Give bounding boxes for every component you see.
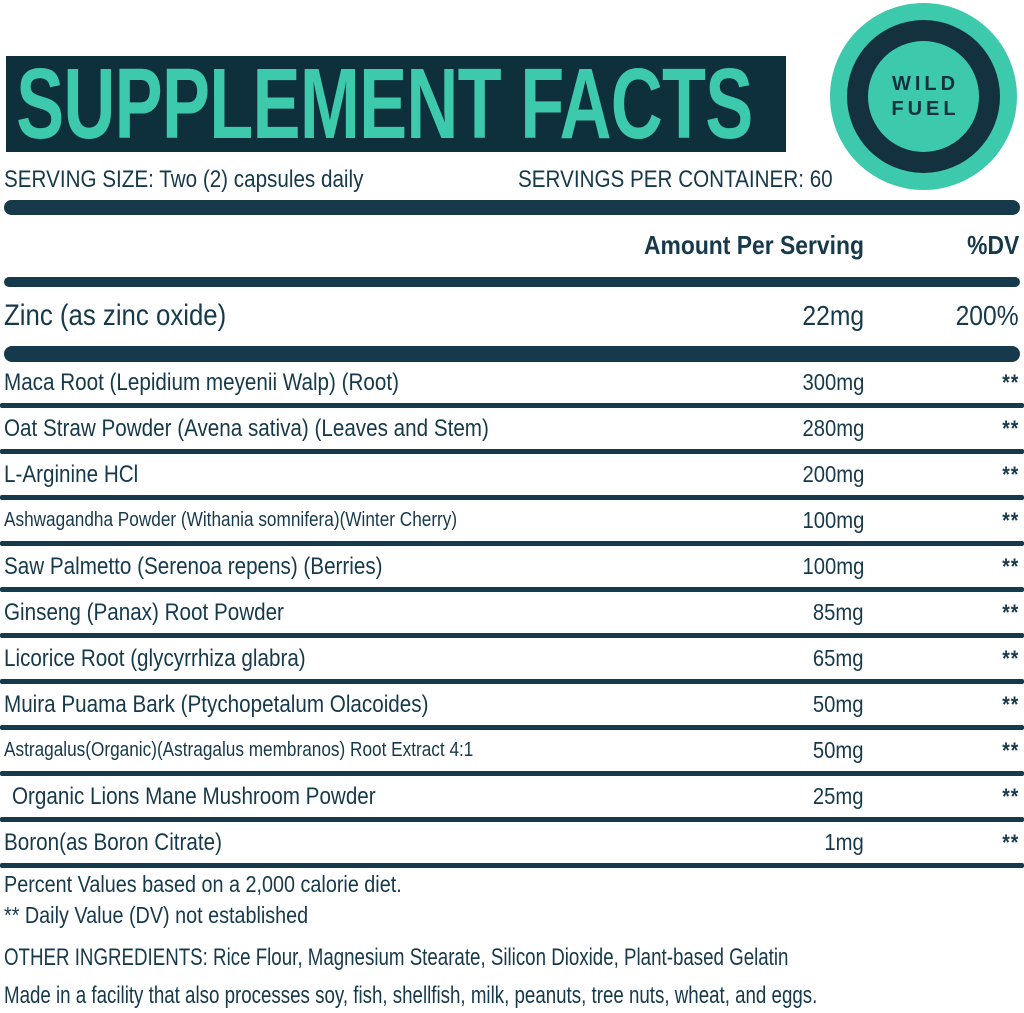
row-separator <box>0 725 1024 730</box>
logo-core: WILD FUEL <box>868 41 979 152</box>
ingredient-dv: ** <box>1002 369 1019 395</box>
ingredient-dv: ** <box>1002 553 1019 579</box>
page-title: SUPPLEMENT FACTS <box>16 48 753 160</box>
serving-size-text: SERVING SIZE: Two (2) capsules daily <box>4 166 364 193</box>
ingredient-name: Astragalus(Organic)(Astragalus membranos… <box>4 739 474 761</box>
row-separator <box>0 587 1024 592</box>
ingredient-dv: ** <box>1002 461 1019 487</box>
ingredient-name: Maca Root (Lepidium meyenii Walp) (Root) <box>4 368 399 396</box>
row-separator <box>0 495 1024 500</box>
wild-fuel-logo: WILD FUEL <box>830 3 1017 190</box>
ingredient-amount: 50mg <box>813 691 864 717</box>
ingredient-row: Saw Palmetto (Serenoa repens) (Berries) … <box>0 546 1024 587</box>
logo-text-line1: WILD <box>891 72 960 95</box>
ingredient-amount: 100mg <box>802 507 864 533</box>
ingredient-amount: 22mg <box>802 300 864 331</box>
ingredient-amount: 100mg <box>802 553 864 579</box>
ingredient-row: Licorice Root (glycyrrhiza glabra) 65mg … <box>0 638 1024 679</box>
ingredient-name: Ashwagandha Powder (Withania somnifera)(… <box>4 509 458 531</box>
ingredient-row: L-Arginine HCl 200mg ** <box>0 454 1024 495</box>
title-band: SUPPLEMENT FACTS <box>6 48 786 160</box>
footnote-dv-note: ** Daily Value (DV) not established <box>4 902 309 928</box>
logo-ring: WILD FUEL <box>847 20 1000 173</box>
ingredient-name: Organic Lions Mane Mushroom Powder <box>12 782 376 810</box>
ingredient-amount: 300mg <box>802 369 864 395</box>
ingredient-name: L-Arginine HCl <box>4 460 139 488</box>
row-separator <box>0 817 1024 822</box>
ingredient-row-zinc: Zinc (as zinc oxide) 22mg 200% <box>0 290 1024 342</box>
ingredient-dv: ** <box>1002 783 1019 809</box>
ingredient-row: Ginseng (Panax) Root Powder 85mg ** <box>0 592 1024 633</box>
dv-header: %DV <box>966 229 1019 260</box>
ingredient-dv: ** <box>1002 507 1019 533</box>
ingredient-amount: 65mg <box>813 645 864 671</box>
divider-bar-top <box>4 200 1020 215</box>
ingredient-dv: ** <box>1002 599 1019 625</box>
ingredient-amount: 280mg <box>802 415 864 441</box>
ingredient-row: Oat Straw Powder (Avena sativa) (Leaves … <box>0 408 1024 449</box>
row-separator <box>0 541 1024 546</box>
ingredient-amount: 85mg <box>813 599 864 625</box>
ingredient-name: Licorice Root (glycyrrhiza glabra) <box>4 644 306 672</box>
table-end-line <box>0 863 1024 868</box>
divider-bar-mid <box>4 277 1020 287</box>
ingredient-name: Zinc (as zinc oxide) <box>4 299 227 332</box>
ingredient-name: Muira Puama Bark (Ptychopetalum Olacoide… <box>4 690 429 718</box>
ingredient-name: Oat Straw Powder (Avena sativa) (Leaves … <box>4 414 489 442</box>
ingredient-dv: ** <box>1002 829 1019 855</box>
ingredient-amount: 1mg <box>824 829 864 855</box>
allergen-text: Made in a facility that also processes s… <box>4 982 818 1009</box>
ingredient-row: Muira Puama Bark (Ptychopetalum Olacoide… <box>0 684 1024 725</box>
ingredient-row: Boron(as Boron Citrate) 1mg ** <box>0 822 1024 863</box>
ingredient-name: Boron(as Boron Citrate) <box>4 828 222 856</box>
logo-text-line2: FUEL <box>891 97 960 120</box>
row-separator <box>0 449 1024 454</box>
row-separator <box>0 771 1024 776</box>
ingredient-row: Ashwagandha Powder (Withania somnifera)(… <box>0 500 1024 541</box>
servings-per-container-text: SERVINGS PER CONTAINER: 60 <box>518 166 833 193</box>
row-separator <box>0 633 1024 638</box>
ingredient-name: Saw Palmetto (Serenoa repens) (Berries) <box>4 552 383 580</box>
amount-per-serving-header: Amount Per Serving <box>644 229 864 260</box>
ingredient-amount: 50mg <box>813 737 864 763</box>
ingredient-amount: 25mg <box>813 783 864 809</box>
ingredient-row: Organic Lions Mane Mushroom Powder 25mg … <box>0 776 1024 817</box>
footnote-percent-values: Percent Values based on a 2,000 calorie … <box>4 871 402 897</box>
divider-bar-zinc <box>4 346 1020 362</box>
ingredient-dv: ** <box>1002 737 1019 763</box>
ingredient-dv: ** <box>1002 415 1019 441</box>
row-separator <box>0 403 1024 408</box>
ingredient-name: Ginseng (Panax) Root Powder <box>4 598 284 626</box>
serving-info: SERVING SIZE: Two (2) capsules daily SER… <box>0 166 1024 196</box>
ingredient-rows: Maca Root (Lepidium meyenii Walp) (Root)… <box>0 362 1024 863</box>
ingredient-row: Maca Root (Lepidium meyenii Walp) (Root)… <box>0 362 1024 403</box>
column-header-row: Amount Per Serving %DV <box>0 224 1024 266</box>
ingredient-dv: ** <box>1002 645 1019 671</box>
ingredient-row: Astragalus(Organic)(Astragalus membranos… <box>0 730 1024 771</box>
row-separator <box>0 679 1024 684</box>
ingredient-dv: 200% <box>955 300 1019 331</box>
ingredient-dv: ** <box>1002 691 1019 717</box>
ingredient-amount: 200mg <box>802 461 864 487</box>
other-ingredients-text: OTHER INGREDIENTS: Rice Flour, Magnesium… <box>4 944 789 971</box>
